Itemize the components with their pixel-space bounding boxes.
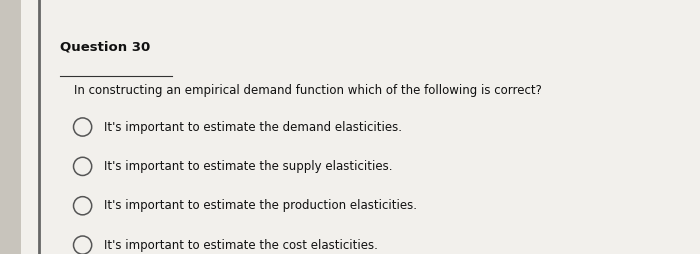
- Text: It's important to estimate the cost elasticities.: It's important to estimate the cost elas…: [104, 239, 377, 252]
- Text: It's important to estimate the supply elasticities.: It's important to estimate the supply el…: [104, 160, 392, 173]
- Text: It's important to estimate the production elasticities.: It's important to estimate the productio…: [104, 199, 416, 212]
- Text: Question 30: Question 30: [60, 41, 150, 54]
- Text: It's important to estimate the demand elasticities.: It's important to estimate the demand el…: [104, 120, 402, 134]
- Text: In constructing an empirical demand function which of the following is correct?: In constructing an empirical demand func…: [74, 84, 541, 97]
